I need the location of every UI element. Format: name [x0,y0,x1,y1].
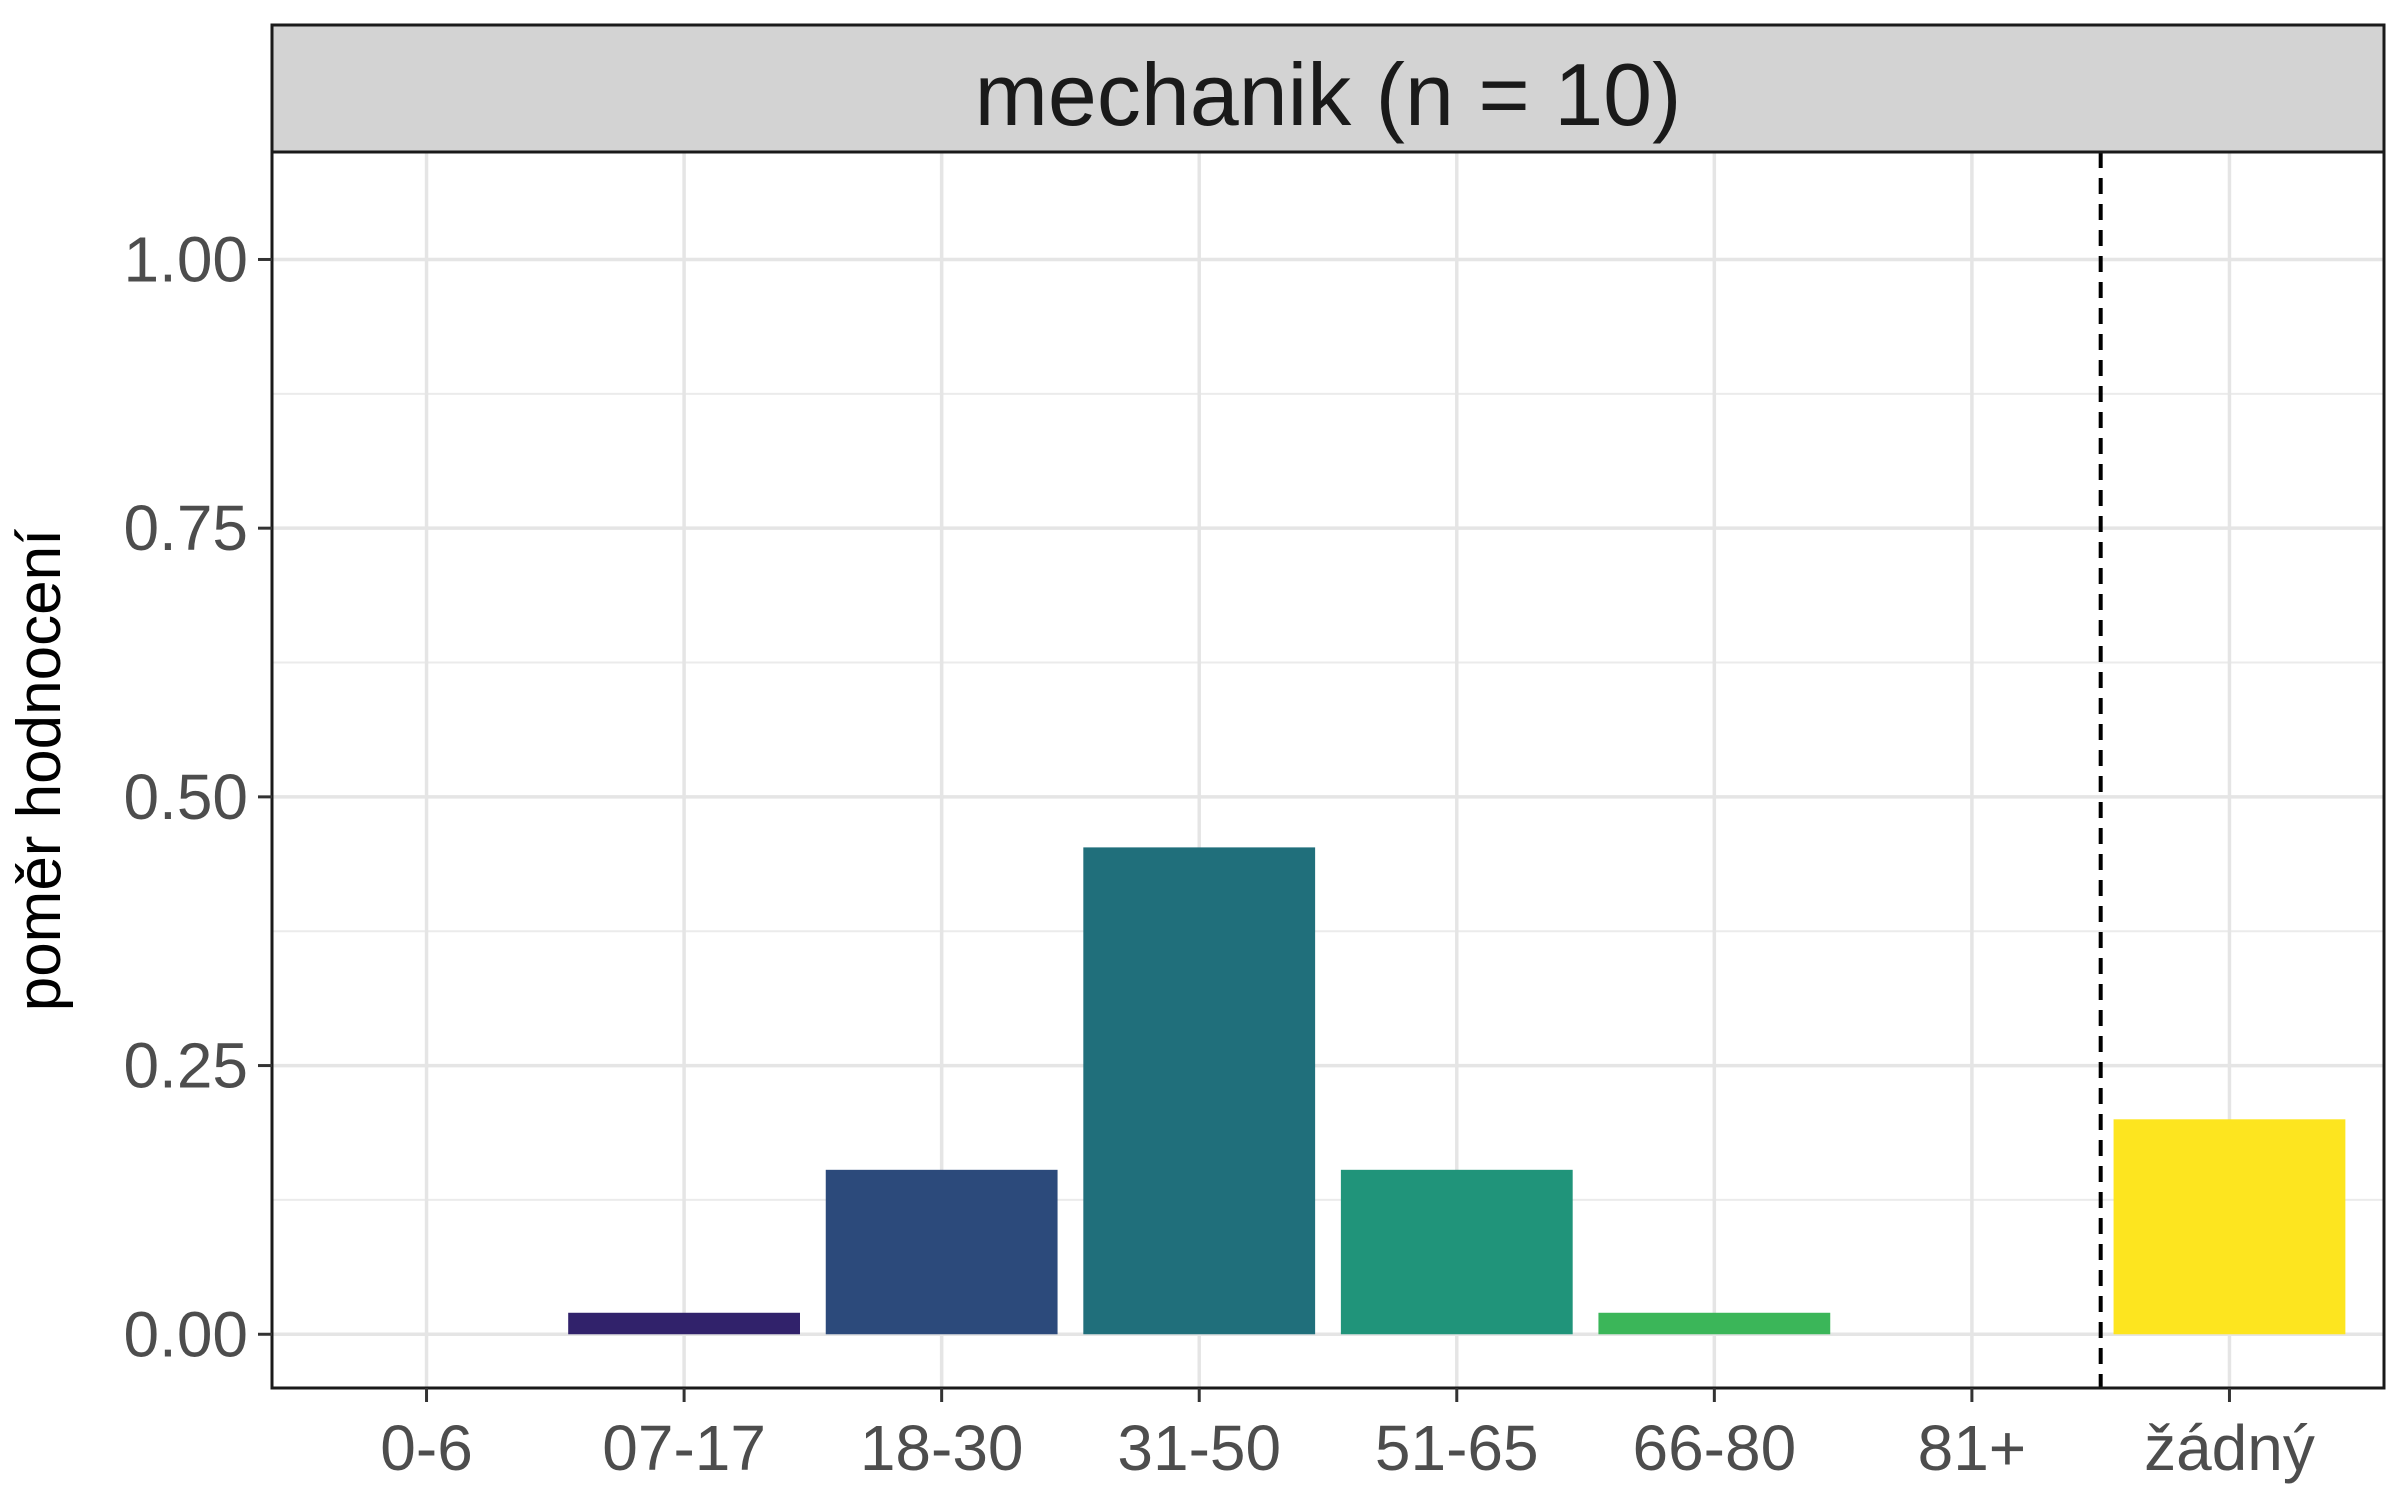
y-tick-label: 0.50 [123,761,248,833]
facet-title: mechanik (n = 10) [975,45,1682,144]
y-axis: 0.00 0.25 0.50 0.75 1.00 [123,223,272,1370]
bar-07-17 [568,1312,800,1335]
y-tick-label: 0.25 [123,1030,248,1102]
x-tick-label: 66-80 [1632,1412,1796,1484]
bar-žádný [2113,1119,2346,1335]
x-tick-label: 18-30 [860,1412,1024,1484]
x-axis: 0-6 07-17 18-30 31-50 51-65 66-80 81+ žádný [380,1388,2315,1484]
bar-31-50 [1083,847,1316,1335]
x-tick-label: žádný [2144,1412,2315,1484]
x-tick-label: 51-65 [1375,1412,1539,1484]
x-tick-label: 31-50 [1117,1412,1281,1484]
x-tick-label: 07-17 [602,1412,766,1484]
y-tick-label: 1.00 [123,223,248,295]
bar-66-80 [1598,1312,1831,1335]
x-tick-label: 81+ [1918,1412,2027,1484]
y-axis-title: poměr hodnocení [5,529,74,1012]
grid-lines [272,152,2384,1388]
plot-panel [272,152,2384,1388]
facet-strip [270,23,2386,154]
x-tick-label: 0-6 [380,1412,473,1484]
bar-51-65 [1340,1169,1573,1335]
bar-18-30 [825,1169,1058,1335]
y-tick-label: 0.75 [123,492,248,564]
bars [568,847,2346,1335]
y-tick-label: 0.00 [123,1298,248,1370]
panel-border [270,150,2386,1390]
